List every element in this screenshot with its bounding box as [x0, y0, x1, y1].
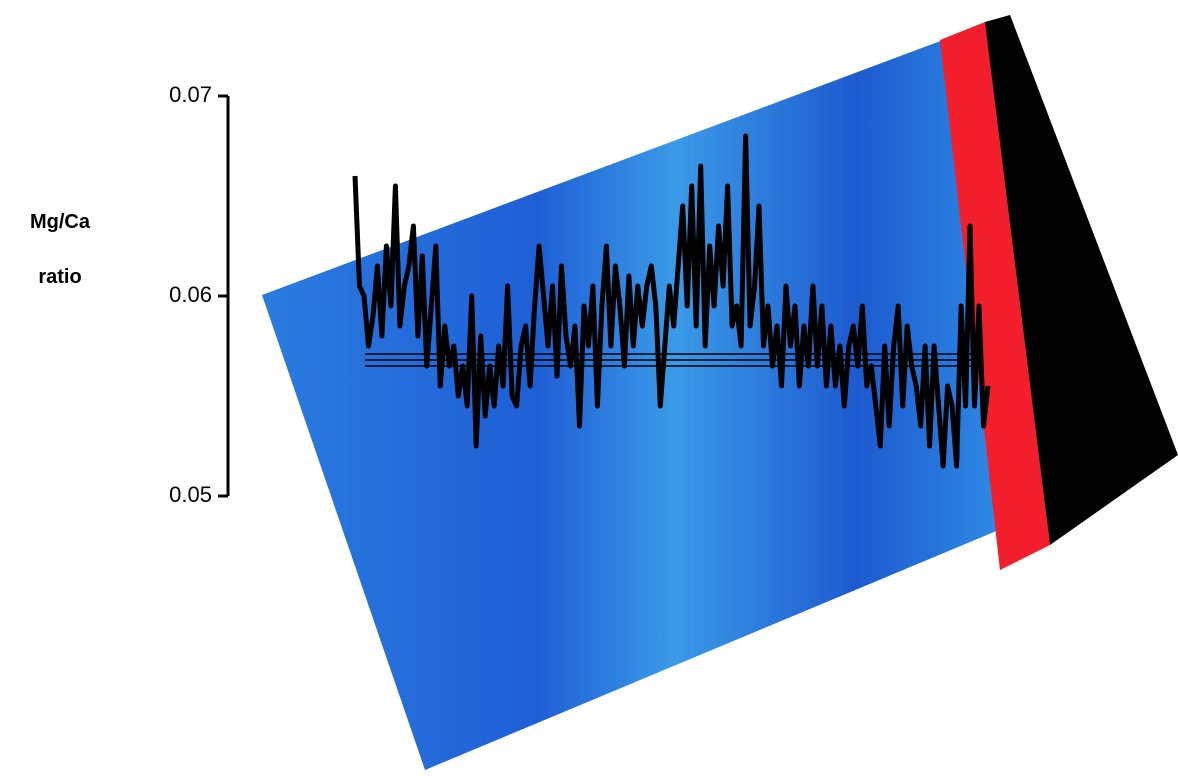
data-line: [352, 133, 991, 469]
y-tick-label: 0.05: [169, 482, 212, 507]
y-tick-label: 0.07: [169, 82, 212, 107]
y-axis-label: ratio: [38, 266, 81, 288]
y-tick-label: 0.06: [169, 282, 212, 307]
y-axis-label: Mg/Ca: [30, 211, 91, 233]
background-image: [262, 15, 1178, 770]
